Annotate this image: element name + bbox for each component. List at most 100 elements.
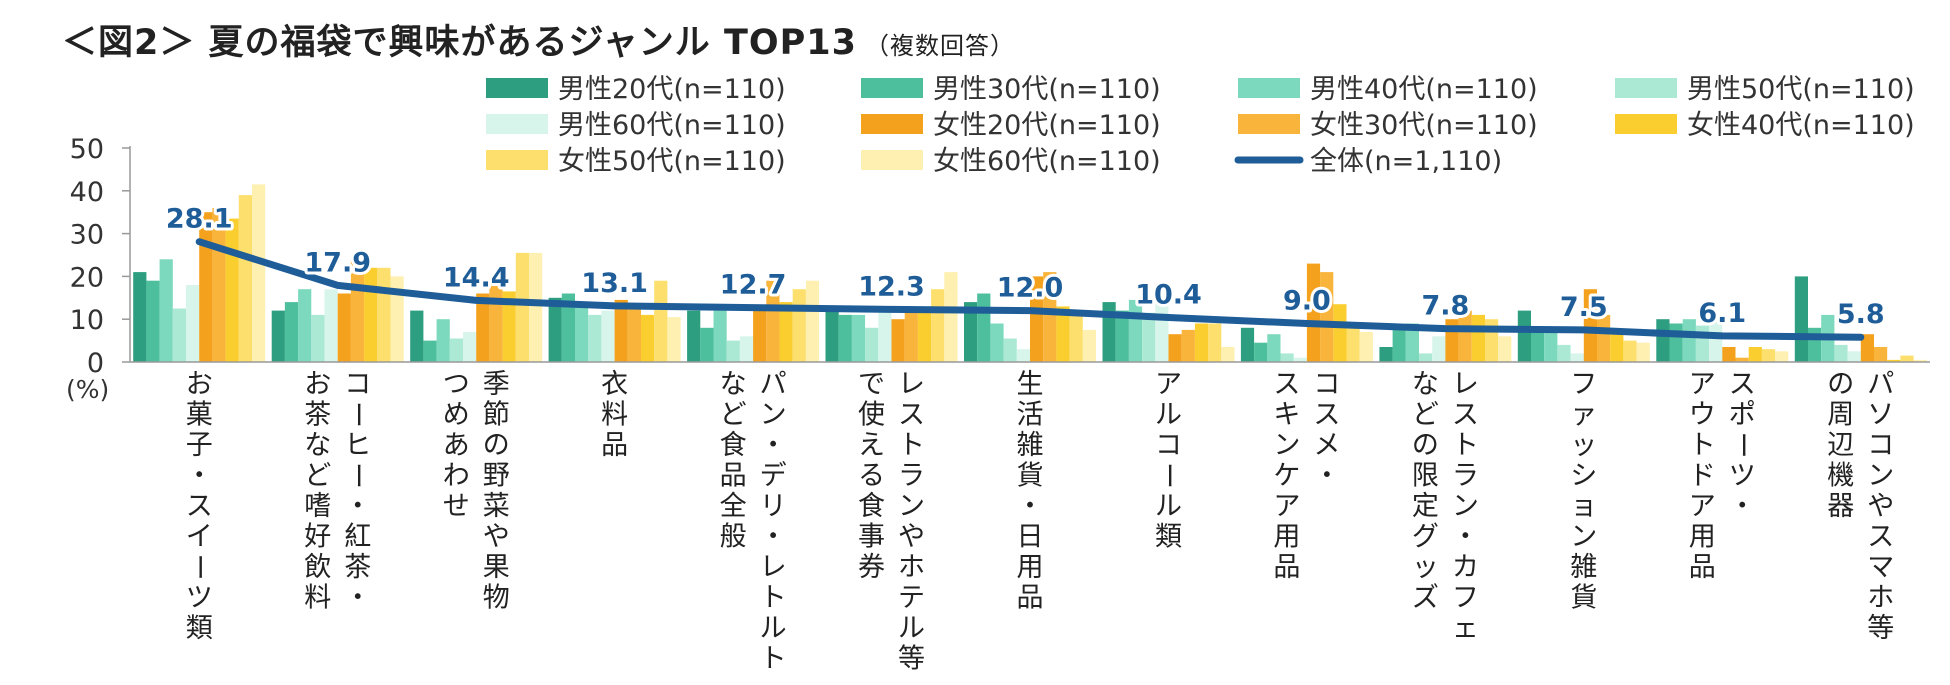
bar-2-4 [561, 293, 575, 362]
x-category-label-char: ン [760, 400, 787, 431]
x-category-label-char: な [304, 430, 331, 461]
x-category-label-char: ソ [1867, 400, 1894, 431]
bar-2-7 [977, 293, 991, 362]
bar-8-2 [364, 267, 378, 362]
x-category-label-char: ン [1452, 491, 1479, 522]
x-category-label-char: ッ [1412, 552, 1439, 583]
bar-9-13 [1900, 355, 1914, 362]
x-category-label-char: 菓 [186, 400, 213, 431]
bar-1-12 [1656, 319, 1670, 362]
bar-6-11 [1583, 289, 1597, 362]
bar-8-9 [1333, 304, 1347, 362]
x-category-label-char: 活 [1017, 400, 1044, 431]
bar-9-9 [1346, 327, 1360, 362]
bar-4-10 [1419, 353, 1433, 362]
bar-5-3 [463, 332, 477, 362]
legend-label: 男性40代(n=110) [1310, 74, 1538, 105]
legend-label: 女性20代(n=110) [933, 110, 1161, 141]
bar-3-9 [1267, 334, 1281, 362]
bar-8-11 [1610, 332, 1624, 362]
overall-data-label: 12.7 [720, 270, 787, 301]
x-category-label-char: ど [304, 461, 331, 492]
x-category-label-char: パ [1867, 369, 1894, 400]
x-category-label-char: 茶 [344, 552, 371, 583]
overall-data-label: 10.4 [1135, 280, 1202, 311]
x-category-label-char: 品 [1017, 583, 1044, 614]
bar-3-10 [1405, 323, 1419, 362]
bar-6-5 [753, 306, 767, 362]
x-category-label-char: デ [760, 461, 787, 492]
bar-4-7 [1003, 338, 1017, 362]
x-category-label-char: ラ [898, 461, 925, 492]
bar-10-8 [1221, 347, 1235, 362]
legend-swatch [1238, 78, 1300, 98]
x-category-label-char: お [304, 369, 331, 400]
bar-10-9 [1359, 332, 1373, 362]
bar-3-2 [298, 289, 312, 362]
x-category-label-char: 貨 [1017, 461, 1044, 492]
bar-5-4 [601, 310, 615, 362]
x-category-label-char: 生 [1017, 369, 1044, 400]
x-category-label-char: め [443, 400, 470, 431]
bar-9-1 [238, 195, 252, 362]
x-category-label-char: ・ [1729, 491, 1756, 522]
x-category-label-char: リ [760, 491, 787, 522]
x-category-label-char: ツ [1729, 461, 1756, 492]
x-category-label-char: パ [760, 369, 787, 400]
bar-4-12 [1695, 325, 1710, 362]
x-category-label-char: 嗜 [304, 491, 331, 522]
bar-5-5 [739, 336, 754, 362]
x-category-label-char: 類 [1155, 522, 1182, 553]
x-category-label-char: カ [1452, 552, 1479, 583]
bar-1-10 [1379, 347, 1393, 362]
legend-swatch [486, 78, 548, 98]
bar-8-12 [1748, 347, 1762, 362]
x-category-label-char: 貨 [1570, 583, 1597, 614]
x-category-label-char: 用 [1689, 522, 1716, 553]
x-category-label-char: 物 [483, 583, 510, 614]
x-category-label-char: ・ [1017, 491, 1044, 522]
x-category-label-char: ェ [1452, 613, 1479, 644]
x-category-label-char: ア [1689, 491, 1716, 522]
x-category-label-char: ー [342, 462, 373, 489]
bar-9-8 [1208, 323, 1222, 362]
bar-7-10 [1458, 310, 1472, 362]
x-category-label-char: ン [1273, 430, 1300, 461]
x-category-label-char: つ [443, 369, 470, 400]
bar-4-9 [1280, 353, 1294, 362]
bar-8-13 [1887, 359, 1901, 362]
x-category-label-char: 菜 [483, 491, 510, 522]
x-category-label-char: ス [186, 491, 213, 522]
x-category-label-char: 料 [304, 583, 331, 614]
bar-2-11 [1531, 332, 1545, 362]
overall-data-label: 14.4 [443, 262, 510, 293]
bar-5-6 [878, 310, 892, 362]
bar-4-5 [726, 340, 740, 362]
x-category-label-char: 用 [1017, 552, 1044, 583]
bar-7-4 [627, 306, 641, 362]
bar-5-2 [324, 289, 338, 362]
x-category-label-char: フ [1452, 583, 1479, 614]
bar-8-3 [502, 291, 516, 362]
x-category-label-char: ル [760, 613, 787, 644]
x-category-label-char: 日 [1017, 522, 1044, 553]
x-category-label-char: 料 [601, 400, 628, 431]
bar-10-5 [805, 280, 820, 362]
overall-data-label: 17.9 [304, 247, 371, 278]
x-category-label-char: わ [443, 461, 470, 492]
bar-2-9 [1254, 342, 1268, 362]
bar-6-2 [337, 293, 351, 362]
x-category-label-char: ツ [186, 583, 213, 614]
x-category-label-char: ・ [760, 430, 787, 461]
bar-1-11 [1517, 310, 1531, 362]
bar-6-6 [891, 319, 905, 362]
chart-subtitle: （複数回答） [864, 32, 1015, 60]
bar-10-7 [1082, 329, 1096, 362]
bar-1-6 [825, 310, 839, 362]
bar-1-3 [410, 310, 424, 362]
legend-label: 女性30代(n=110) [1310, 110, 1538, 141]
x-category-label-char: マ [1867, 552, 1894, 583]
x-category-label-char: 用 [1273, 522, 1300, 553]
x-category-label-char: コ [344, 369, 371, 400]
